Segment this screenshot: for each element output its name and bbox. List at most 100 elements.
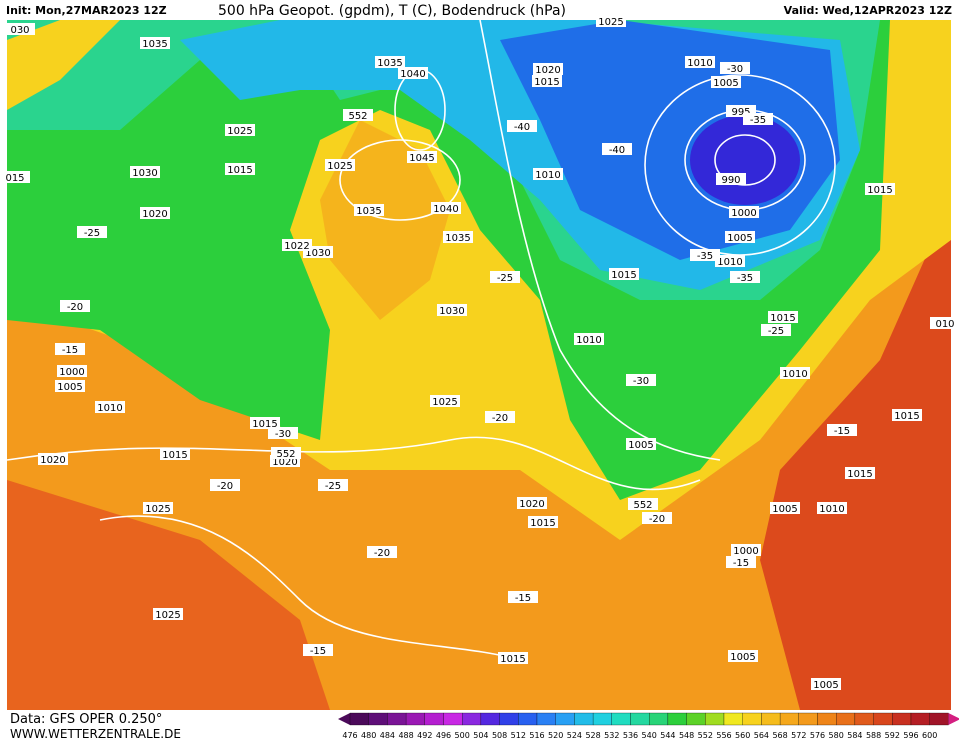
map-label: 1015 [500, 654, 525, 665]
map-label: -30 [275, 429, 291, 440]
map-label: 1022 [284, 241, 309, 252]
colorbar-label: 552 [698, 731, 713, 740]
map-label: -20 [67, 302, 83, 313]
label-box [517, 497, 547, 509]
label-box [720, 62, 750, 74]
map-label: -30 [727, 64, 743, 75]
colorbar-label: 592 [885, 731, 900, 740]
label-box [730, 271, 760, 283]
isobar [339, 139, 461, 221]
colorbar-label: 576 [810, 731, 825, 740]
map-label: 1025 [432, 397, 457, 408]
colorbar-cell [424, 712, 444, 726]
label-box [811, 678, 841, 690]
map-label: 1025 [598, 17, 623, 28]
map-label: 1015 [847, 469, 872, 480]
colorbar-label: 560 [735, 731, 750, 740]
colorbar-cell [836, 712, 856, 726]
label-box [57, 365, 87, 377]
colorbar-cell [798, 712, 818, 726]
map-label: -20 [374, 548, 390, 559]
colorbar-label: 520 [548, 731, 563, 740]
label-box [354, 204, 384, 216]
map-label: 552 [276, 449, 295, 460]
label-box [768, 311, 798, 323]
map-label: 1010 [819, 504, 844, 515]
colorbar-cell [387, 712, 407, 726]
colorbar-cell [405, 712, 425, 726]
init-text: Init: Mon,27MAR2023 12Z [6, 4, 167, 17]
colorbar-cell [910, 712, 930, 726]
colorbar-label: 492 [417, 731, 432, 740]
colorbar-cell [555, 712, 575, 726]
colorbar-cell [779, 712, 799, 726]
map-label: 1010 [717, 257, 742, 268]
label-box [574, 333, 604, 345]
colorbar-cell [873, 712, 893, 726]
map-label: -15 [515, 593, 531, 604]
label-box [140, 37, 170, 49]
map-label: -20 [492, 413, 508, 424]
isobars [6, 19, 836, 661]
map-label: 1015 [770, 313, 795, 324]
map-label: 1005 [713, 78, 738, 89]
map-label: 1035 [356, 206, 381, 217]
label-box [725, 231, 755, 243]
label-box [690, 249, 720, 261]
label-box [95, 401, 125, 413]
colorbar-label: 596 [903, 731, 918, 740]
colorbar-cell [892, 712, 912, 726]
map-label: 1005 [628, 440, 653, 451]
map-label: -35 [697, 251, 713, 262]
colorbar-cell [592, 712, 612, 726]
label-box [140, 207, 170, 219]
map-label: -35 [750, 115, 766, 126]
label-box [642, 512, 672, 524]
map-label: 1035 [142, 39, 167, 50]
colorbar-label: 476 [342, 731, 357, 740]
label-box [430, 395, 460, 407]
label-box [930, 317, 959, 329]
colorbar-label: 500 [455, 731, 470, 740]
data-source: Data: GFS OPER 0.250° [10, 712, 162, 727]
label-box [729, 206, 759, 218]
label-box [225, 124, 255, 136]
label-box [153, 608, 183, 620]
colorbar-label: 516 [529, 731, 544, 740]
label-box [318, 479, 348, 491]
map-label: 030 [10, 25, 29, 36]
label-box [865, 183, 895, 195]
label-box [685, 56, 715, 68]
map-label: -40 [609, 145, 625, 156]
colorbar-cell [705, 712, 725, 726]
label-box [210, 479, 240, 491]
colorbar-label: 536 [623, 731, 638, 740]
map-label: -20 [217, 481, 233, 492]
label-box [715, 255, 745, 267]
map-label: 1025 [145, 504, 170, 515]
isobar [6, 436, 701, 491]
colorbar-label: 528 [585, 731, 600, 740]
label-box [55, 380, 85, 392]
label-box [533, 63, 563, 75]
label-box [443, 231, 473, 243]
label-box [602, 143, 632, 155]
map-label: 1045 [409, 153, 434, 164]
colorbar-label: 572 [791, 731, 806, 740]
map-label: 1015 [252, 419, 277, 430]
map-label: 1040 [400, 69, 425, 80]
map-label: 1000 [733, 546, 758, 557]
colorbar-cell [630, 712, 650, 726]
label-box [626, 438, 656, 450]
map-label: 1020 [519, 499, 544, 510]
label-box [817, 502, 847, 514]
label-box [726, 556, 756, 568]
colorbar-arrow-left [338, 713, 350, 725]
label-box [5, 23, 35, 35]
map-label: 1030 [132, 168, 157, 179]
field-red [7, 480, 330, 710]
colorbar-label: 544 [660, 731, 675, 740]
colorbar-label: 600 [922, 731, 937, 740]
header-bar [0, 0, 959, 20]
map-label: -25 [325, 481, 341, 492]
